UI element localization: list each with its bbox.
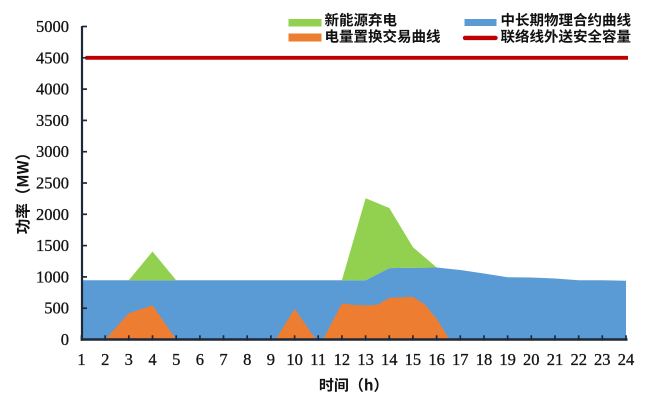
svg-text:21: 21 bbox=[547, 350, 564, 369]
svg-text:15: 15 bbox=[405, 350, 422, 369]
svg-text:3000: 3000 bbox=[36, 142, 69, 161]
svg-text:11: 11 bbox=[310, 350, 326, 369]
svg-text:1: 1 bbox=[77, 350, 85, 369]
svg-text:3: 3 bbox=[125, 350, 133, 369]
svg-text:500: 500 bbox=[44, 299, 69, 318]
svg-text:2500: 2500 bbox=[36, 174, 69, 193]
svg-text:1500: 1500 bbox=[36, 236, 69, 255]
svg-text:4000: 4000 bbox=[36, 80, 69, 99]
svg-text:4500: 4500 bbox=[36, 48, 69, 67]
svg-text:10: 10 bbox=[286, 350, 303, 369]
svg-text:22: 22 bbox=[570, 350, 587, 369]
svg-text:6: 6 bbox=[196, 350, 204, 369]
svg-text:23: 23 bbox=[594, 350, 611, 369]
svg-text:0: 0 bbox=[61, 330, 69, 349]
svg-text:18: 18 bbox=[476, 350, 493, 369]
svg-text:5000: 5000 bbox=[36, 17, 69, 36]
svg-text:20: 20 bbox=[523, 350, 540, 369]
svg-text:16: 16 bbox=[428, 350, 445, 369]
svg-text:24: 24 bbox=[618, 350, 635, 369]
svg-text:5: 5 bbox=[172, 350, 180, 369]
svg-text:19: 19 bbox=[499, 350, 516, 369]
svg-text:8: 8 bbox=[243, 350, 251, 369]
svg-text:13: 13 bbox=[357, 350, 374, 369]
svg-text:1000: 1000 bbox=[36, 267, 69, 286]
svg-text:4: 4 bbox=[148, 350, 156, 369]
svg-text:14: 14 bbox=[381, 350, 398, 369]
svg-text:2: 2 bbox=[101, 350, 109, 369]
svg-text:17: 17 bbox=[452, 350, 469, 369]
svg-text:2000: 2000 bbox=[36, 205, 69, 224]
svg-text:12: 12 bbox=[334, 350, 351, 369]
svg-text:7: 7 bbox=[219, 350, 227, 369]
svg-text:9: 9 bbox=[267, 350, 275, 369]
svg-text:3500: 3500 bbox=[36, 111, 69, 130]
